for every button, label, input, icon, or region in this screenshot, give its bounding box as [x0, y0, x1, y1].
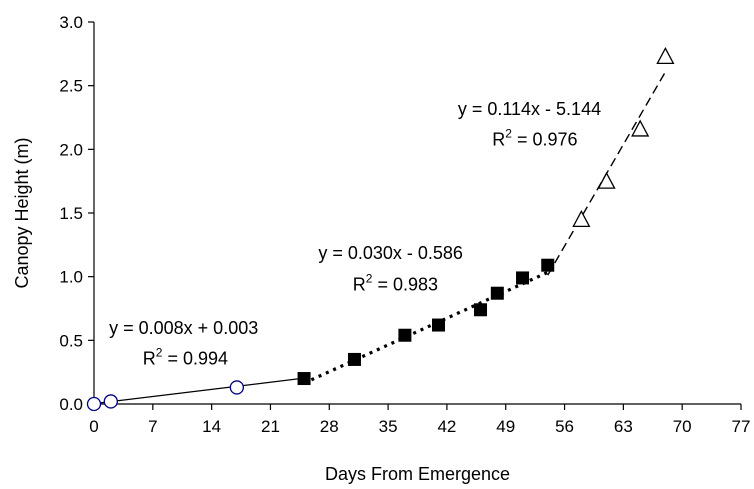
x-tick-label: 7	[148, 417, 157, 436]
y-tick-label: 1.5	[59, 204, 83, 223]
r-squared-series-3: R2 = 0.976	[492, 127, 577, 150]
point-series-1	[86, 396, 102, 412]
r-squared-series-1: R2 = 0.994	[143, 346, 228, 369]
equation-series-2: y = 0.030x - 0.586	[318, 243, 463, 263]
x-tick-label: 14	[202, 417, 221, 436]
point-series-2	[398, 328, 412, 342]
point-series-2	[347, 352, 361, 366]
x-tick-label: 0	[89, 417, 98, 436]
y-tick-label: 2.5	[59, 77, 83, 96]
y-tick-label: 3.0	[59, 13, 83, 32]
r-squared-series-2: R2 = 0.983	[353, 272, 438, 295]
fit-line-series-1	[93, 377, 305, 405]
equation-series-1: y = 0.008x + 0.003	[109, 318, 258, 338]
x-tick-label: 77	[732, 417, 751, 436]
point-series-1	[229, 380, 244, 395]
y-axis-title: Canopy Height (m)	[12, 137, 32, 288]
point-series-2	[474, 303, 488, 317]
x-tick-label: 70	[673, 417, 692, 436]
point-series-2	[516, 271, 530, 285]
point-series-2	[432, 318, 446, 332]
x-tick-label: 28	[320, 417, 339, 436]
fit-annotations: y = 0.008x + 0.003 R2 = 0.994 y = 0.030x…	[109, 99, 601, 369]
axes: 0.0 0.5 1.0 1.5 2.0 2.5 3.0 0 7 14 21 28 35 42 49 56 63 7…	[59, 13, 750, 436]
x-tick-label: 56	[555, 417, 574, 436]
point-series-3	[597, 171, 616, 189]
x-tick-label: 63	[614, 417, 633, 436]
x-axis-title: Days From Emergence	[325, 464, 510, 484]
point-series-3	[631, 119, 650, 137]
equation-series-3: y = 0.114x - 5.144	[458, 99, 601, 119]
y-tick-label: 2.0	[59, 140, 83, 159]
x-tick-label: 21	[261, 417, 280, 436]
point-series-1	[103, 394, 118, 409]
y-tick-label: 0.0	[59, 395, 83, 414]
x-tick-label: 49	[496, 417, 515, 436]
point-series-2	[541, 258, 555, 272]
x-tick-label: 42	[437, 417, 456, 436]
y-tick-label: 1.0	[59, 268, 83, 287]
point-series-3	[572, 209, 591, 227]
point-series-2	[490, 286, 504, 300]
point-series-3	[656, 46, 675, 65]
y-tick-label: 0.5	[59, 331, 83, 350]
data-points	[86, 46, 675, 412]
x-tick-label: 35	[379, 417, 398, 436]
point-series-2	[297, 372, 311, 386]
